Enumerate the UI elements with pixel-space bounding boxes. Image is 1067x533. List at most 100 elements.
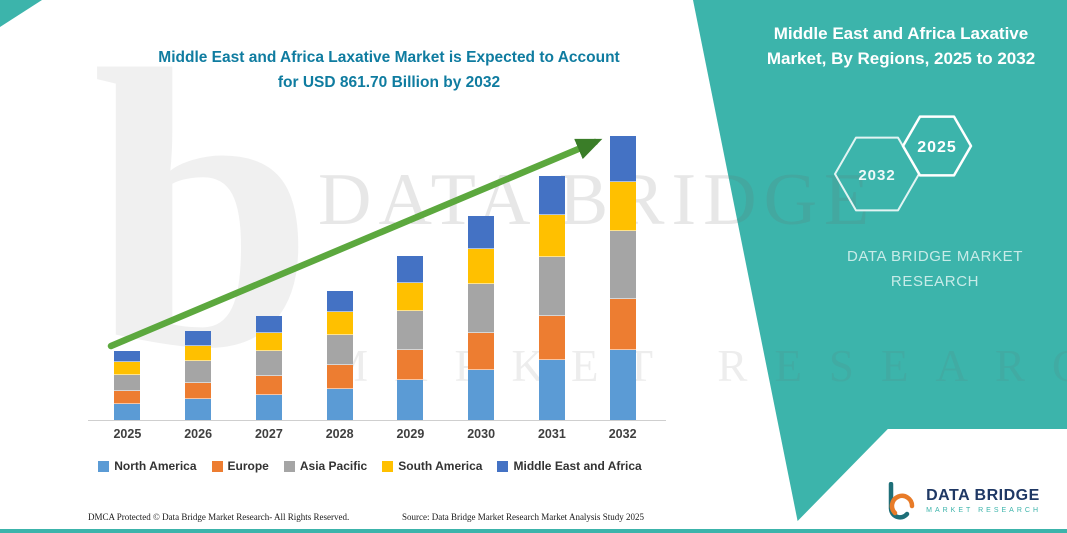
legend-label: North America <box>114 459 197 473</box>
legend-swatch-icon <box>497 460 509 472</box>
bar-segment <box>609 136 636 182</box>
hexagon-back-year: 2032 <box>858 167 895 184</box>
trend-arrow-icon <box>107 138 603 350</box>
bar-segment <box>185 345 212 362</box>
bar-column-2029 <box>375 130 446 420</box>
bar-stack <box>255 315 282 420</box>
legend-item: North America <box>98 459 197 473</box>
bar-segment <box>255 315 282 334</box>
legend-label: South America <box>398 459 483 473</box>
side-panel-brand: DATA BRIDGE MARKET RESEARCH <box>790 245 1067 295</box>
bar-segment <box>114 351 141 363</box>
bar-segment <box>538 215 565 258</box>
x-axis-label: 2030 <box>467 427 496 441</box>
bar-stack <box>609 136 636 420</box>
bar-segment <box>468 332 495 370</box>
logo-tagline: MARKET RESEARCH <box>926 506 1041 514</box>
legend-swatch-icon <box>98 460 110 472</box>
bar-segment <box>468 248 495 284</box>
logo-text: DATA BRIDGE MARKET RESEARCH <box>926 487 1041 514</box>
x-axis-label: 2026 <box>184 427 213 441</box>
data-bridge-logo-icon <box>888 482 915 520</box>
bar-segment <box>609 230 636 299</box>
bar-segment <box>114 362 141 375</box>
bar-column-2025 <box>92 130 163 420</box>
legend-label: Asia Pacific <box>299 459 368 473</box>
bar-segment <box>114 391 141 404</box>
bar-column-2032 <box>587 130 658 420</box>
bar-segment <box>326 388 353 420</box>
bar-segment <box>609 181 636 231</box>
chart-legend: North America Europe Asia Pacific South Ame… <box>55 459 685 473</box>
legend-item: Europe <box>211 459 269 473</box>
side-panel-title-line2: Market, By Regions, 2025 to 2032 <box>766 48 1036 68</box>
bar-segment <box>326 365 353 389</box>
data-bridge-logo: DATA BRIDGE MARKET RESEARCH <box>884 482 1041 520</box>
bar-column-2030 <box>446 130 517 420</box>
bar-segment <box>114 374 141 392</box>
bar-segment <box>326 312 353 335</box>
legend-item: Middle East and Africa <box>497 459 642 473</box>
bar-column-2028 <box>304 130 375 420</box>
watermark-text-data-bridge: DATA BRIDGE <box>318 159 877 241</box>
bar-segment <box>185 398 212 420</box>
x-axis-label: 2028 <box>325 427 354 441</box>
legend-swatch-icon <box>211 460 223 472</box>
bar-segment <box>538 315 565 360</box>
x-axis-labels: 2025 2026 2027 2028 2029 2030 2031 2032 <box>92 427 658 441</box>
bar-segment <box>255 333 282 352</box>
bar-segment <box>255 395 282 420</box>
x-axis-label: 2027 <box>254 427 283 441</box>
bars <box>92 130 658 420</box>
chart-title: Middle East and Africa Laxative Market i… <box>108 46 670 96</box>
bar-segment <box>114 403 141 420</box>
x-axis-label: 2031 <box>537 427 566 441</box>
bar-segment <box>538 176 565 216</box>
bar-segment <box>397 256 424 283</box>
dmca-text: DMCA Protected © Data Bridge Market Rese… <box>88 512 350 522</box>
bar-segment <box>255 376 282 395</box>
legend-swatch-icon <box>382 460 394 472</box>
bar-stack <box>185 330 212 420</box>
legend-item: South America <box>382 459 482 473</box>
bar-segment <box>468 369 495 420</box>
bar-segment <box>538 359 565 420</box>
bar-stack <box>114 351 141 420</box>
bar-stack <box>468 215 495 420</box>
brand-line1: DATA BRIDGE MARKET <box>846 248 1024 265</box>
x-axis-baseline <box>88 420 666 421</box>
bar-column-2026 <box>163 130 234 420</box>
x-axis-label: 2032 <box>608 427 637 441</box>
bar-segment <box>468 283 495 333</box>
bar-segment <box>185 361 212 383</box>
bar-column-2031 <box>517 130 588 420</box>
legend-label: Europe <box>227 459 269 473</box>
legend-item: Asia Pacific <box>283 459 368 473</box>
source-text: Source: Data Bridge Market Research Mark… <box>402 512 644 522</box>
x-axis-label: 2029 <box>396 427 425 441</box>
brand-line2: RESEARCH <box>890 272 980 290</box>
hexagon-2025-icon <box>901 115 973 177</box>
bar-segment <box>538 257 565 316</box>
bottom-accent-bar <box>0 529 1067 533</box>
hexagon-front-year: 2025 <box>917 139 957 156</box>
x-axis-label: 2025 <box>113 427 142 441</box>
bar-segment <box>397 380 424 420</box>
bar-segment <box>255 351 282 377</box>
chart-title-line1: Middle East and Africa Laxative Market i… <box>158 49 620 66</box>
bar-segment <box>185 382 212 399</box>
bar-segment <box>397 350 424 381</box>
side-panel-title-line1: Middle East and Africa Laxative <box>773 24 1029 43</box>
bar-segment <box>397 282 424 311</box>
logo-name: DATA BRIDGE <box>926 487 1040 505</box>
bar-segment <box>468 215 495 249</box>
bar-segment <box>609 298 636 351</box>
bar-column-2027 <box>234 130 305 420</box>
legend-label: Middle East and Africa <box>513 459 642 473</box>
side-panel-title: Middle East and Africa Laxative Market, … <box>745 22 1057 71</box>
hexagon-2032-icon <box>834 136 920 212</box>
legend-swatch-icon <box>283 460 295 472</box>
bar-segment <box>609 350 636 420</box>
year-hexagons: 2032 2025 <box>834 115 973 212</box>
